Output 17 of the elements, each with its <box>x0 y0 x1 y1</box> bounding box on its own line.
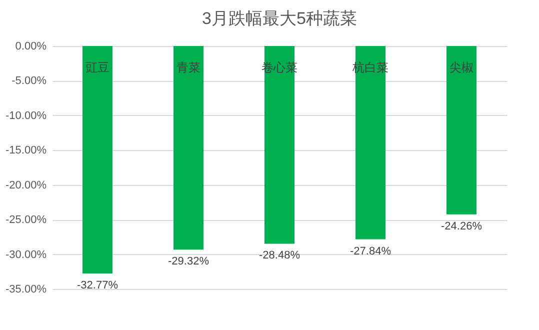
y-tick-label: -5.00% <box>12 75 47 88</box>
y-tick-label: -30.00% <box>6 248 47 261</box>
data-label: -29.32% <box>168 256 210 268</box>
data-label: -32.77% <box>77 280 118 292</box>
y-tick-label: -10.00% <box>6 110 47 122</box>
y-tick-label: -25.00% <box>6 214 47 226</box>
y-tick-label: -15.00% <box>6 144 47 157</box>
x-tick-label: 豇豆 <box>86 60 110 74</box>
x-tick-label: 青菜 <box>176 60 200 74</box>
y-tick-label: 0.00% <box>15 40 47 52</box>
data-label: -24.26% <box>441 220 482 232</box>
data-label: -27.84% <box>350 245 392 258</box>
chart-title: 3月跌幅最大5种蔬菜 <box>202 9 357 28</box>
data-label: -28.48% <box>259 250 300 262</box>
y-tick-label: -20.00% <box>6 179 47 192</box>
x-tick-label: 尖椒 <box>450 60 474 74</box>
y-tick-label: -35.00% <box>6 284 47 296</box>
